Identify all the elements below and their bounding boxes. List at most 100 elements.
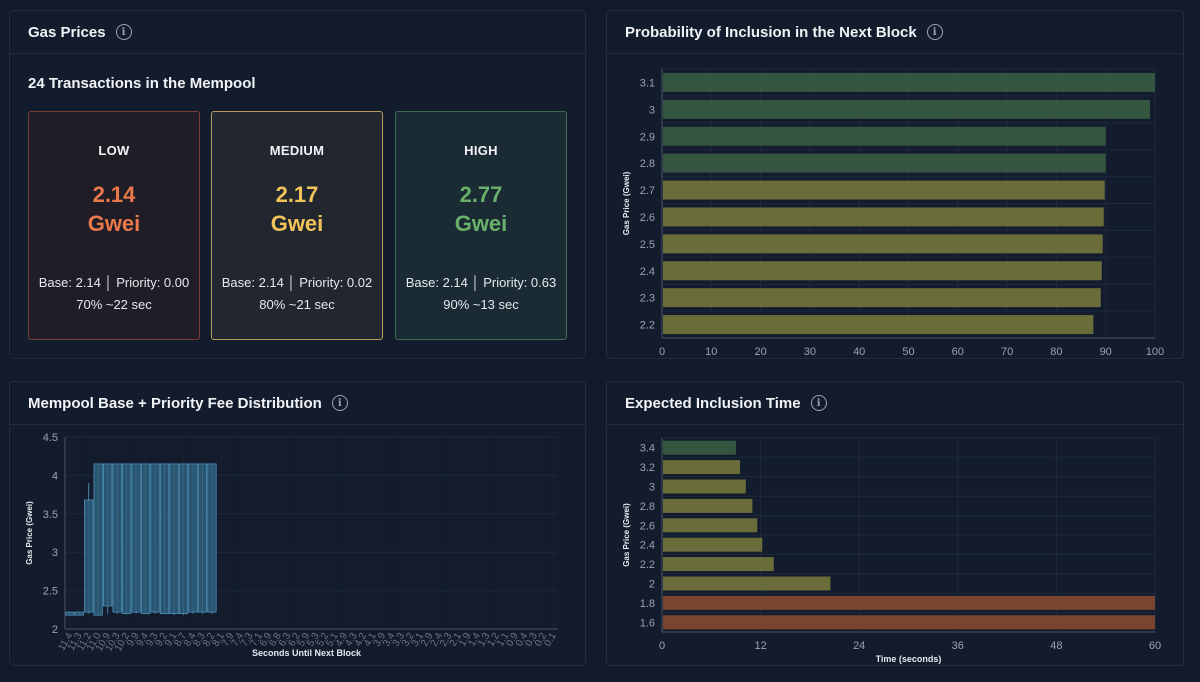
y-tick-label: 3: [649, 104, 655, 116]
bar: [663, 153, 1106, 173]
tier-price: 2.77 Gwei: [396, 180, 566, 238]
tier-eta: 80% ~21 sec: [259, 297, 335, 312]
fee-range-bar: [93, 463, 103, 616]
bar: [663, 261, 1102, 281]
x-tick-label: 90: [1100, 346, 1112, 358]
probability-chart: 3.1 3 2.9 2.8 2.7 2.6 2.5 2.4 2.3 2.2 0 10 20 30 40 50 6…: [622, 68, 1164, 358]
bar: [663, 99, 1151, 119]
gas-prices-panel: Gas Prices i 24 Transactions in the Memp…: [9, 10, 586, 359]
bar: [663, 440, 736, 455]
bar: [663, 180, 1105, 200]
tier-name: HIGH: [464, 143, 498, 158]
tier-name: MEDIUM: [269, 143, 325, 158]
x-tick-label: 36: [952, 640, 964, 652]
x-tick-label: 0.1: [542, 631, 559, 649]
x-tick-label: 100: [1146, 346, 1164, 358]
y-tick-label: 2.6: [640, 212, 655, 224]
probability-panel: Probability of Inclusion in the Next Blo…: [606, 10, 1184, 359]
tier-base: Base: 2.14: [405, 275, 468, 290]
bar: [663, 315, 1094, 335]
fee-range-bar: [188, 463, 198, 613]
distribution-chart: 22.533.544.511.411.311.211.010.910.310.2…: [25, 432, 559, 658]
inclusion-time-header: Expected Inclusion Time i: [607, 382, 1183, 425]
tier-eta: 70% ~22 sec: [76, 297, 152, 312]
mempool-summary: 24 Transactions in the Mempool: [28, 75, 256, 92]
fee-range-bar: [159, 463, 170, 615]
fee-range-bar: [207, 463, 217, 613]
tier-price: 2.14 Gwei: [29, 180, 199, 238]
bar: [663, 557, 774, 572]
gas-prices-header: Gas Prices i: [10, 11, 585, 54]
tier-price-value: 2.17: [275, 182, 319, 207]
x-tick-label: 48: [1050, 640, 1062, 652]
fee-range-bar: [74, 611, 84, 616]
y-tick-label: 2.3: [640, 293, 655, 305]
gas-tier-medium[interactable]: MEDIUM 2.17 Gwei Base: 2.14 │ Priority: 0.0…: [211, 111, 383, 340]
tier-priority: Priority: 0.00: [116, 275, 190, 290]
y-tick-label: 2.6: [640, 520, 655, 532]
x-tick-label: 70: [1001, 346, 1013, 358]
tier-fee-breakdown: Base: 2.14 │ Priority: 0.00: [29, 272, 199, 294]
info-icon[interactable]: i: [115, 24, 132, 40]
separator: │: [104, 275, 113, 290]
tier-price-unit: Gwei: [87, 211, 141, 236]
tier-price-unit: Gwei: [454, 211, 508, 236]
fee-range-bar: [140, 463, 151, 615]
info-icon[interactable]: i: [926, 24, 943, 40]
info-icon[interactable]: i: [331, 395, 348, 411]
y-tick-label: 4: [52, 470, 58, 482]
tier-fee-breakdown: Base: 2.14 │ Priority: 0.63: [396, 272, 566, 294]
x-tick-label: 60: [1149, 640, 1161, 652]
x-tick-label: 12: [754, 640, 766, 652]
tier-details: Base: 2.14 │ Priority: 0.02 80% ~21 sec: [212, 272, 382, 316]
bar: [663, 126, 1106, 146]
x-tick-label: 40: [853, 346, 865, 358]
x-tick-label: 30: [804, 346, 816, 358]
bar: [663, 460, 741, 475]
probability-header: Probability of Inclusion in the Next Blo…: [607, 11, 1183, 54]
x-tick-label: 50: [902, 346, 914, 358]
y-tick-label: 3.2: [640, 462, 655, 474]
tier-priority: Priority: 0.02: [299, 275, 373, 290]
y-tick-label: 4.5: [43, 432, 58, 444]
y-tick-label: 2.8: [640, 501, 655, 513]
tier-base: Base: 2.14: [221, 275, 284, 290]
gas-tier-high[interactable]: HIGH 2.77 Gwei Base: 2.14 │ Priority: 0.63 9…: [395, 111, 567, 340]
y-tick-label: 2.2: [640, 320, 655, 332]
tier-base: Base: 2.14: [38, 275, 101, 290]
x-tick-label: 20: [754, 346, 766, 358]
y-axis-label: Gas Price (Gwei): [25, 501, 34, 565]
probability-title: Probability of Inclusion in the Next Blo…: [625, 23, 917, 41]
fee-range-bar: [121, 463, 132, 615]
y-tick-label: 3.4: [640, 443, 655, 455]
tier-priority: Priority: 0.63: [483, 275, 557, 290]
bar: [663, 207, 1104, 227]
tier-details: Base: 2.14 │ Priority: 0.63 90% ~13 sec: [396, 272, 566, 316]
info-icon[interactable]: i: [810, 395, 827, 411]
distribution-panel: Mempool Base + Priority Fee Distribution…: [9, 381, 586, 666]
fee-range-bar: [65, 611, 75, 616]
bar: [663, 537, 763, 552]
inclusion-time-panel: Expected Inclusion Time i 3.4 3.2 3 2.8 2.6 2…: [606, 381, 1184, 666]
bar: [663, 576, 831, 591]
y-tick-label: 3.1: [640, 77, 655, 89]
gas-prices-title: Gas Prices: [28, 23, 106, 41]
fee-range-bar: [178, 463, 189, 615]
inclusion-time-title: Expected Inclusion Time: [625, 394, 801, 412]
tier-eta: 90% ~13 sec: [443, 297, 519, 312]
gas-tier-low[interactable]: LOW 2.14 Gwei Base: 2.14 │ Priority: 0.00 70…: [28, 111, 200, 340]
x-tick-label: 10: [705, 346, 717, 358]
y-tick-label: 2.2: [640, 559, 655, 571]
bar: [663, 498, 753, 513]
fee-range-bar: [169, 463, 179, 615]
bar: [663, 72, 1155, 92]
x-tick-label: 0: [659, 346, 665, 358]
distribution-title: Mempool Base + Priority Fee Distribution: [28, 394, 322, 412]
tier-price-value: 2.77: [459, 182, 503, 207]
fee-range-bar: [84, 499, 94, 613]
y-axis-label: Gas Price (Gwei): [622, 503, 631, 567]
x-tick-label: 24: [853, 640, 865, 652]
bar: [663, 518, 758, 533]
y-tick-label: 1.6: [640, 617, 655, 629]
fee-range-bar: [103, 463, 113, 607]
